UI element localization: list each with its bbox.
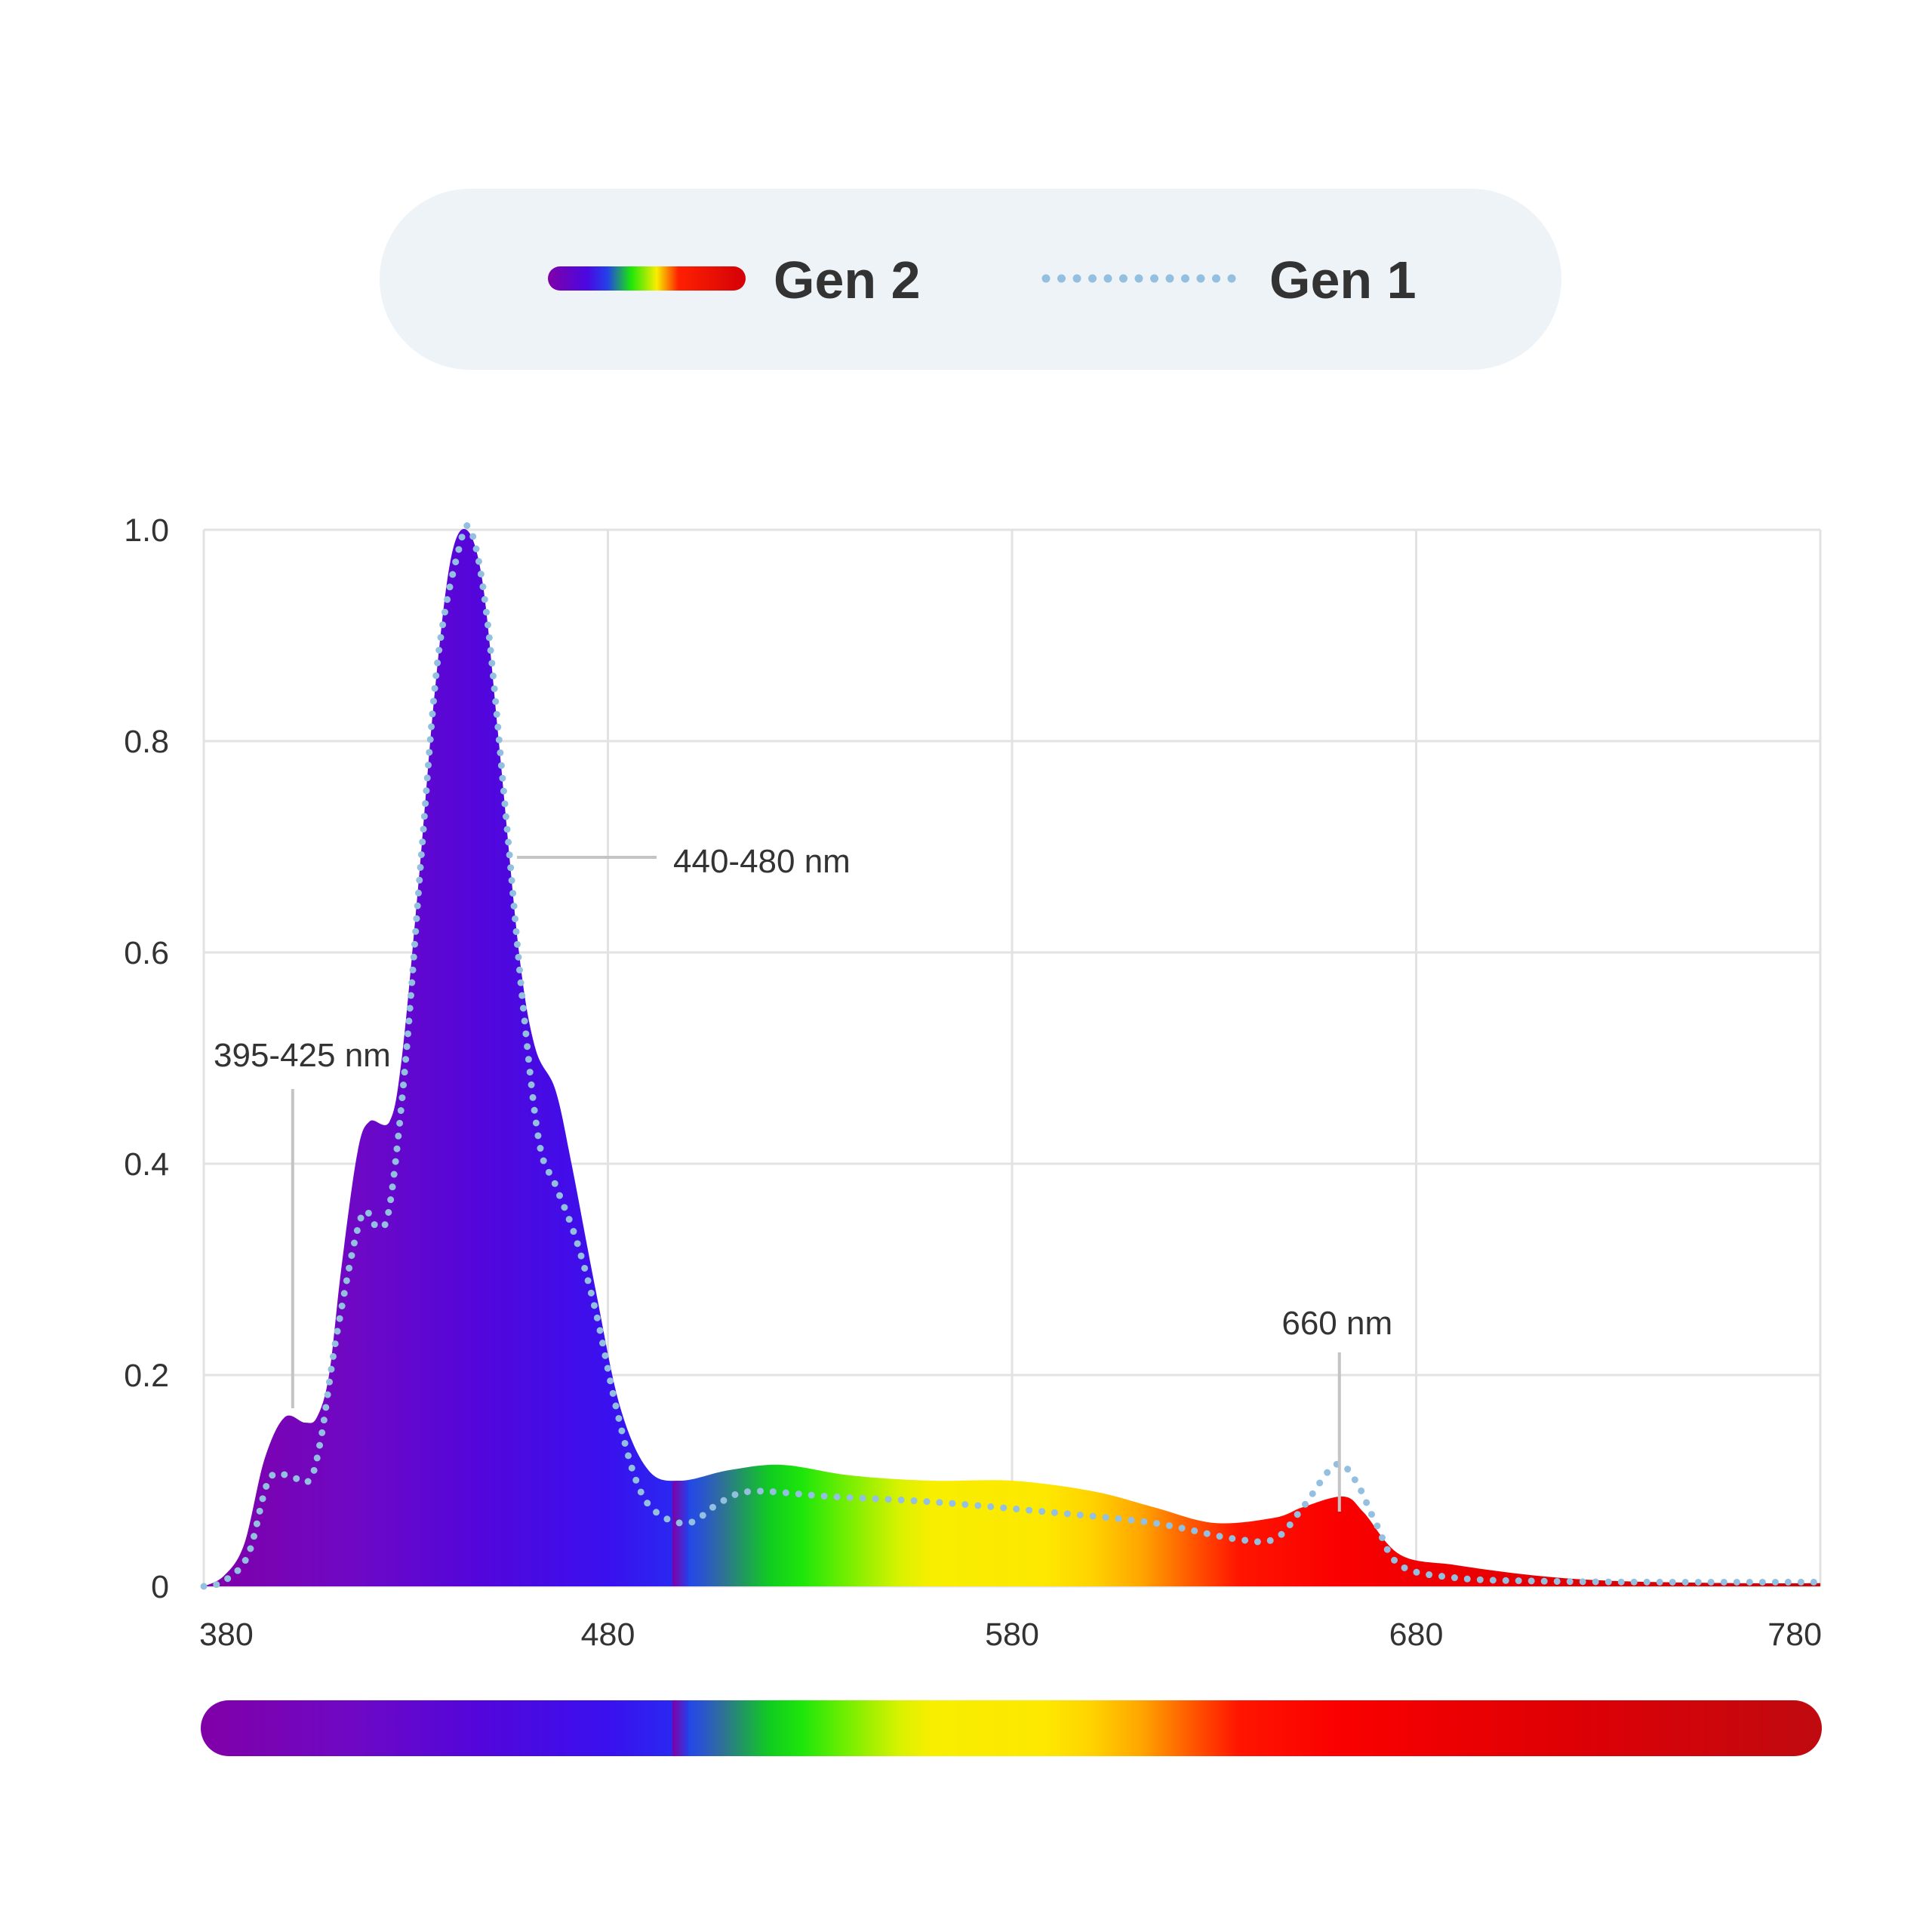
y-tick-label: 0.8	[124, 724, 169, 760]
legend-gen2-label: Gen 2	[774, 251, 921, 309]
annotations: 395-425 nm 440-480 nm 660 nm	[214, 843, 1392, 1512]
y-tick-label: 0	[151, 1569, 169, 1605]
y-axis: 0 0.2 0.4 0.6 0.8 1.0	[124, 512, 169, 1605]
legend-gen2-swatch	[548, 266, 746, 291]
x-tick-label: 580	[985, 1617, 1039, 1653]
y-tick-label: 0.2	[124, 1358, 169, 1394]
plot-area: 395-425 nm 440-480 nm 660 nm 380 480 580 680 7…	[124, 512, 1824, 1653]
x-axis: 380 480 580 680 780	[199, 1617, 1822, 1653]
annotation-label-660: 660 nm	[1281, 1305, 1392, 1342]
gen1-dotted-line	[200, 522, 1824, 1590]
y-tick-label: 0.6	[124, 935, 169, 971]
legend: Gen 2 Gen 1	[380, 189, 1561, 370]
annotation-label-440-480: 440-480 nm	[673, 843, 851, 880]
x-tick-label: 380	[199, 1617, 254, 1653]
spectrum-color-bar	[201, 1700, 1822, 1756]
y-tick-label: 1.0	[124, 512, 169, 549]
annotation-label-395-425: 395-425 nm	[214, 1037, 391, 1074]
legend-gen1-label: Gen 1	[1269, 251, 1417, 309]
x-tick-label: 480	[581, 1617, 635, 1653]
y-tick-label: 0.4	[124, 1146, 169, 1183]
x-tick-label: 780	[1767, 1617, 1822, 1653]
legend-background	[380, 189, 1561, 370]
x-tick-label: 680	[1389, 1617, 1444, 1653]
